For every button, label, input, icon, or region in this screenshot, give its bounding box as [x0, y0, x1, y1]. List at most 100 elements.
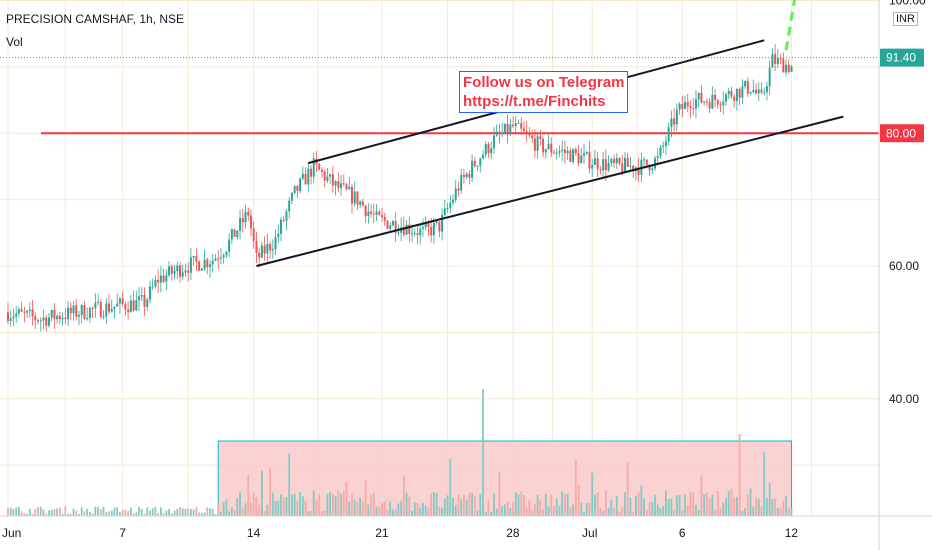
x-tick-label: 12 [785, 526, 799, 540]
candle-body [686, 102, 689, 107]
candle-body [703, 101, 706, 103]
volume-bar [269, 467, 271, 516]
candle-body [80, 305, 83, 315]
volume-bar [591, 472, 594, 516]
volume-bar [493, 493, 495, 516]
candle-body [419, 228, 422, 236]
volume-bar [356, 501, 359, 516]
volume-bar [402, 475, 405, 516]
candle-body [64, 317, 67, 320]
candle-body [304, 173, 307, 185]
volume-bar [443, 498, 446, 516]
volume-bar [129, 507, 132, 516]
volume-bar [506, 501, 509, 516]
volume-bar [514, 492, 517, 516]
candle-body [692, 108, 695, 110]
candle-body [550, 143, 553, 153]
volume-bar [763, 451, 766, 516]
candle-body [263, 245, 266, 254]
candle-body [67, 307, 70, 320]
candle-body [607, 163, 610, 171]
candle-body [648, 164, 651, 171]
volume-bar [378, 506, 381, 516]
volume-bar [162, 513, 165, 516]
volume-bar [304, 500, 307, 516]
volume-bar [482, 389, 484, 516]
volume-bar [329, 491, 332, 516]
volume-bar [523, 494, 525, 516]
currency-badge[interactable]: INR [893, 12, 918, 26]
candle-body [536, 136, 539, 151]
candle-body [118, 298, 121, 304]
volume-bar [539, 499, 542, 516]
volume-bar [165, 510, 168, 516]
candle-body [705, 101, 708, 103]
candle-body [711, 94, 714, 109]
volume-bar [56, 508, 59, 516]
candle-body [787, 64, 790, 72]
volume-bar [416, 502, 419, 516]
volume-bar [282, 497, 285, 516]
candle-body [192, 256, 195, 258]
candle-body [569, 150, 572, 162]
volume-bar [604, 490, 607, 516]
volume-bar [230, 507, 233, 516]
volume-bar [700, 475, 703, 516]
candle-body [501, 132, 504, 134]
volume-bar [206, 507, 209, 516]
candle-body [176, 265, 179, 271]
volume-bar [651, 501, 654, 516]
candle-body [94, 302, 97, 309]
candle-body [110, 308, 113, 312]
volume-bar [714, 509, 716, 516]
candle-body [200, 268, 203, 271]
volume-bar [53, 509, 56, 516]
volume-bar [632, 512, 635, 516]
volume-bar [561, 491, 564, 516]
candle-body [165, 275, 168, 282]
volume-bar [405, 492, 408, 516]
candle-body [629, 165, 632, 167]
volume-bar [198, 512, 200, 516]
candle-body [460, 174, 463, 191]
candle-body [446, 208, 449, 210]
projection-arrow-line [784, 0, 797, 51]
candle-body [479, 158, 482, 166]
candle-body [198, 261, 201, 271]
volume-bar [490, 511, 493, 516]
candle-body [249, 215, 252, 229]
candle-body [678, 103, 681, 110]
volume-bar [217, 503, 220, 516]
volume-bar [138, 506, 140, 516]
volume-bar [239, 491, 241, 516]
volume-bar [787, 508, 790, 516]
volume-bar [463, 495, 465, 516]
volume-bar [23, 513, 26, 516]
candle-body [490, 148, 493, 154]
volume-bar [280, 494, 282, 516]
volume-bar [588, 502, 591, 516]
volume-bar [203, 512, 206, 516]
candle-body [72, 305, 75, 314]
candle-body [233, 229, 236, 237]
candle-body [473, 160, 476, 167]
volume-bar [181, 508, 184, 516]
volume-bar [413, 502, 416, 516]
candle-body [236, 230, 239, 237]
candle-body [765, 86, 768, 93]
candle-body [522, 128, 525, 132]
candle-body [307, 168, 310, 185]
volume-bar [438, 506, 441, 516]
candle-body [482, 154, 485, 159]
candle-body [168, 266, 171, 276]
candle-body [689, 106, 692, 109]
volume-bar [566, 493, 569, 516]
volume-bar [236, 498, 239, 516]
volume-bar [291, 494, 293, 516]
volume-bar [476, 510, 479, 516]
candle-body [520, 122, 523, 129]
candle-body [151, 286, 154, 288]
candle-body [615, 158, 618, 164]
